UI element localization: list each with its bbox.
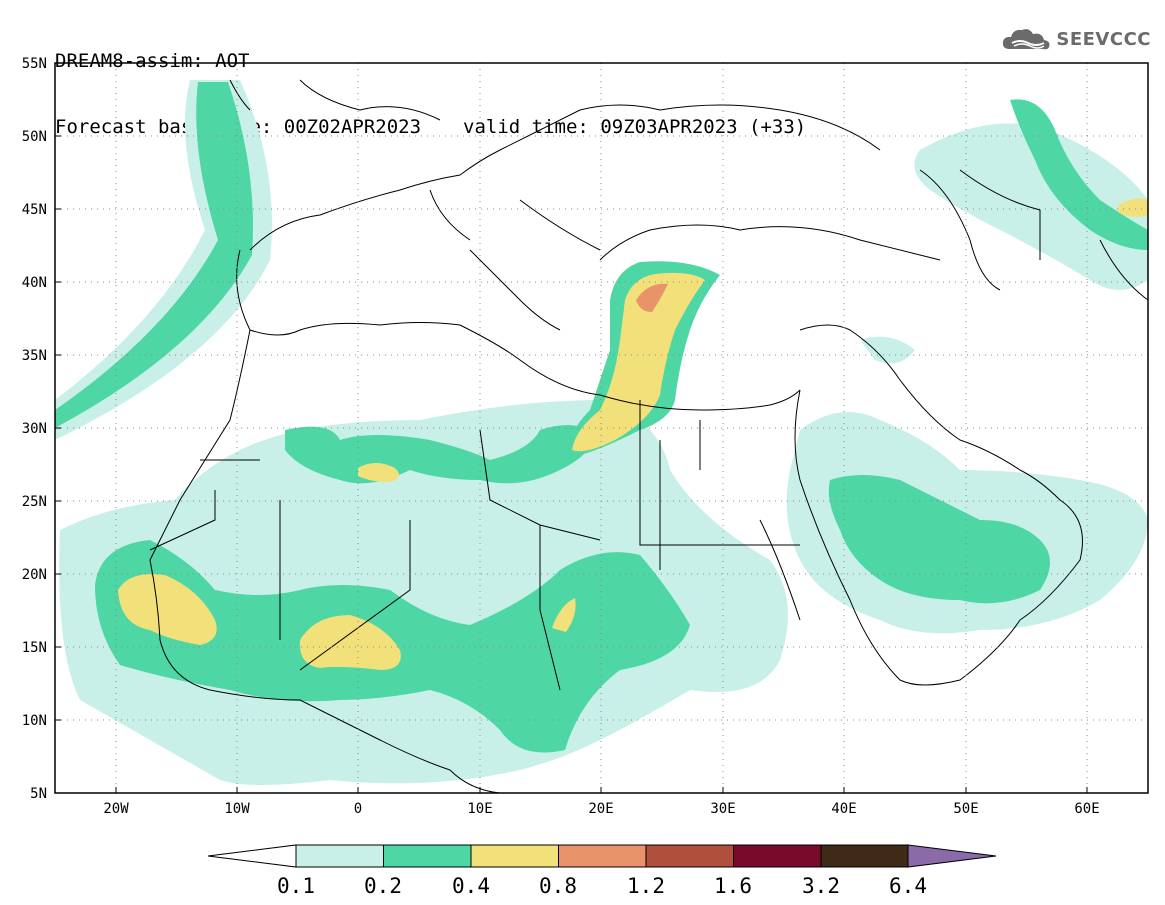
lat-label: 15N [22,640,47,656]
lon-label: 0 [354,801,362,817]
colorbar-label: 3.2 [802,874,840,898]
lon-label: 60E [1074,801,1099,817]
lon-label: 20W [103,801,129,817]
tick-marks [55,62,1088,793]
colorbar: 0.1 0.2 0.4 0.8 1.2 1.6 3.2 6.4 [207,844,997,898]
colorbar-label: 0.4 [452,874,490,898]
base-time: Forecast base time: 00Z02APR2023 [55,116,422,138]
title-block: DREAM8-assim: AOT Forecast base time: 00… [55,6,806,160]
colorbar-boxes [295,844,909,868]
lat-label: 50N [22,129,47,145]
colorbar-label: 0.8 [539,874,577,898]
colorbar-box [470,844,559,868]
colorbar-labels: 0.1 0.2 0.4 0.8 1.2 1.6 3.2 6.4 [277,874,927,898]
valid-time: valid time: 09Z03APR2023 (+33) [463,116,807,138]
cloud-icon [1003,29,1050,50]
colorbar-box [820,844,909,868]
lat-label: 45N [22,202,47,218]
lon-label: 10W [224,801,250,817]
colorbar-label: 6.4 [889,874,927,898]
colorbar-label: 0.1 [277,874,315,898]
time-line: Forecast base time: 00Z02APR2023 valid ti… [55,116,806,138]
colorbar-under-arrow [207,844,297,868]
lat-label: 25N [22,494,47,510]
lat-label: 40N [22,275,47,291]
colorbar-label: 0.2 [364,874,402,898]
aot-fields [55,80,1148,785]
lat-label: 10N [22,713,47,729]
colorbar-box [558,844,647,868]
lat-label: 55N [22,56,47,72]
lon-label: 20E [588,801,613,817]
chart-title: DREAM8-assim: AOT [55,50,250,72]
lon-label: 30E [710,801,735,817]
lat-label: 35N [22,348,47,364]
graticule [55,63,1148,793]
colorbar-box [383,844,472,868]
colorbar-label: 1.2 [627,874,665,898]
lat-label: 20N [22,567,47,583]
lat-label: 5N [30,786,47,802]
seevccc-logo: SEEVCCC [1000,24,1151,54]
colorbar-box [733,844,822,868]
lat-label: 30N [22,421,47,437]
colorbar-box [645,844,734,868]
lon-label: 50E [953,801,978,817]
colorbar-over-arrow [907,844,997,868]
lon-label: 10E [467,801,492,817]
lon-labels: 20W 10W 0 10E 20E 30E 40E 50E 60E [103,801,1099,817]
colorbar-box [295,844,384,868]
lat-labels: 55N 50N 45N 40N 35N 30N 25N 20N 15N 10N … [22,56,47,802]
lon-label: 40E [831,801,856,817]
colorbar-label: 1.6 [714,874,752,898]
logo-text: SEEVCCC [1056,28,1151,50]
